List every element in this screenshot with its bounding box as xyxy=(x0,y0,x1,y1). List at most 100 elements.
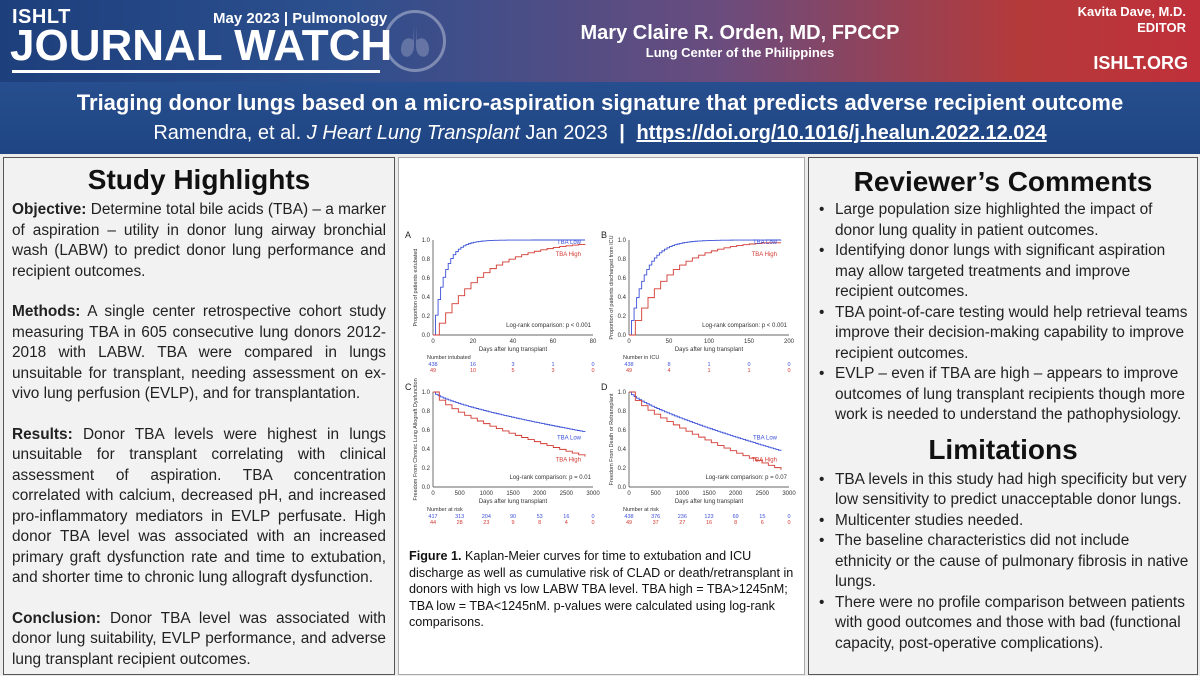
risk-high-value: 0 xyxy=(591,368,594,374)
y-tick-label: 0.8 xyxy=(422,409,431,415)
x-axis-label: Days after lung transplant xyxy=(675,347,744,353)
y-tick-label: 1.0 xyxy=(618,238,627,244)
y-tick-label: 0.8 xyxy=(422,257,431,263)
reviewer-item: EVLP – even if TBA are high – appears to… xyxy=(819,364,1189,426)
risk-high-value: 27 xyxy=(679,520,685,526)
y-tick-label: 0.6 xyxy=(422,428,431,434)
y-tick-label: 0.4 xyxy=(422,447,431,453)
x-tick-label: 1500 xyxy=(702,491,716,497)
study-highlights-panel: Study Highlights Objective: Determine to… xyxy=(3,157,395,675)
editor-role: EDITOR xyxy=(1137,20,1186,35)
risk-low-value: 8 xyxy=(667,362,670,368)
risk-high-value: 8 xyxy=(734,520,737,526)
methods-paragraph: Methods: A single center retrospective c… xyxy=(12,302,386,405)
risk-high-value: 5 xyxy=(511,368,514,374)
x-tick-label: 1000 xyxy=(676,491,690,497)
issue-date: May 2023 | Pulmonology xyxy=(213,10,388,27)
citation: Ramendra, et al. J Heart Lung Transplant… xyxy=(0,122,1200,145)
y-axis-label: Proportion of patients extubated xyxy=(413,249,419,327)
risk-low-value: 1 xyxy=(551,362,554,368)
risk-table-title: Number in ICU xyxy=(623,355,659,361)
reviewer-heading: Reviewer’s Comments xyxy=(853,166,1153,197)
x-tick-label: 60 xyxy=(550,339,557,345)
risk-low-value: 3 xyxy=(511,362,514,368)
risk-high-value: 3 xyxy=(551,368,554,374)
y-tick-label: 0.0 xyxy=(422,333,431,339)
risk-high-value: 37 xyxy=(653,520,659,526)
y-tick-label: 0.2 xyxy=(618,466,627,472)
doi-link[interactable]: https://doi.org/10.1016/j.healun.2022.12… xyxy=(636,122,1047,144)
brand-underline xyxy=(12,70,380,73)
risk-high-value: 28 xyxy=(457,520,463,526)
x-tick-label: 200 xyxy=(784,339,795,345)
reviewer-panel: Reviewer’s Comments Large population siz… xyxy=(808,157,1198,675)
x-tick-label: 1000 xyxy=(480,491,494,497)
y-tick-label: 0.0 xyxy=(618,333,627,339)
y-tick-label: 0.6 xyxy=(618,428,627,434)
x-tick-label: 20 xyxy=(470,339,477,345)
citation-authors: Ramendra, et al. xyxy=(153,122,302,144)
legend-tba-low: TBA Low xyxy=(557,436,582,442)
risk-low-value: 313 xyxy=(455,514,464,520)
risk-high-value: 8 xyxy=(538,520,541,526)
objective-label: Objective: xyxy=(12,201,87,218)
y-tick-label: 0.6 xyxy=(618,276,627,282)
x-tick-label: 2500 xyxy=(560,491,574,497)
risk-high-value: 23 xyxy=(483,520,489,526)
y-axis-label: Freedom From Death or Retransplant xyxy=(609,393,615,485)
journal-watch-logo: JOURNAL WATCH xyxy=(10,21,393,70)
y-axis-label: Freedom From Chronic Lung Allograft Dysf… xyxy=(413,378,419,500)
y-tick-label: 0.2 xyxy=(422,314,431,320)
y-tick-label: 0.8 xyxy=(618,409,627,415)
x-tick-label: 3000 xyxy=(782,491,796,497)
limitation-item: There were no profile comparison between… xyxy=(819,593,1189,655)
risk-table-title: Number intubated xyxy=(427,355,471,361)
p-value-label: Log-rank comparison: p = 0.01 xyxy=(509,475,591,481)
risk-low-value: 90 xyxy=(510,514,516,520)
objective-text: Determine total bile acids (TBA) – a mar… xyxy=(12,201,386,280)
risk-low-value: 16 xyxy=(563,514,569,520)
legend-tba-high: TBA High xyxy=(556,457,581,463)
km-figure: A 0.0 0.2 0.4 0.6 0.8 1.0 0 20 40 60 80 Days after l… xyxy=(401,220,801,550)
risk-low-value: 16 xyxy=(470,362,476,368)
site-link[interactable]: ISHLT.ORG xyxy=(1093,53,1188,73)
citation-separator: | xyxy=(619,122,625,144)
x-tick-label: 0 xyxy=(627,491,631,497)
x-tick-label: 0 xyxy=(627,339,631,345)
conclusion-label: Conclusion: xyxy=(12,609,101,627)
author-name: Mary Claire R. Orden, MD, FPCCP xyxy=(580,22,900,44)
tba-high-curve xyxy=(629,242,781,336)
risk-high-value: 4 xyxy=(667,368,670,374)
limitation-item: The baseline characteristics did not inc… xyxy=(819,531,1189,593)
legend-tba-high: TBA High xyxy=(752,252,777,258)
risk-table-title: Number at risk xyxy=(623,507,659,513)
x-tick-label: 0 xyxy=(431,491,435,497)
risk-low-value: 1 xyxy=(707,362,710,368)
methods-label: Methods: xyxy=(12,303,81,320)
limitation-item: TBA levels in this study had high specif… xyxy=(819,470,1189,511)
x-axis-label: Days after lung transplant xyxy=(479,347,548,353)
x-tick-label: 3000 xyxy=(586,491,600,497)
conclusion-text: Donor TBA level was associated with dono… xyxy=(12,609,386,668)
legend-tba-low: TBA Low xyxy=(753,240,778,246)
panel-letter: B xyxy=(601,230,607,240)
limitation-item: Multicenter studies needed. xyxy=(819,511,1189,532)
x-tick-label: 2000 xyxy=(533,491,547,497)
figure-caption: Figure 1. Kaplan-Meier curves for time t… xyxy=(409,548,799,631)
brand-small: ISHLT xyxy=(12,6,71,28)
panel-letter: D xyxy=(601,382,608,392)
reviewer-list: Large population size highlighted the im… xyxy=(809,198,1197,426)
tba-high-curve xyxy=(433,243,586,336)
risk-high-value: 44 xyxy=(430,520,436,526)
citation-date: Jan 2023 xyxy=(525,122,608,144)
risk-low-value: 123 xyxy=(704,514,713,520)
risk-low-value: 0 xyxy=(787,362,790,368)
tba-low-curve xyxy=(629,239,782,336)
risk-low-value: 0 xyxy=(591,362,594,368)
reviewer-item: TBA point-of-care testing would help ret… xyxy=(819,303,1189,365)
x-tick-label: 2500 xyxy=(756,491,770,497)
lung-logo-icon xyxy=(384,10,446,72)
y-tick-label: 0.6 xyxy=(422,276,431,282)
reviewer-item: Large population size highlighted the im… xyxy=(819,200,1189,241)
